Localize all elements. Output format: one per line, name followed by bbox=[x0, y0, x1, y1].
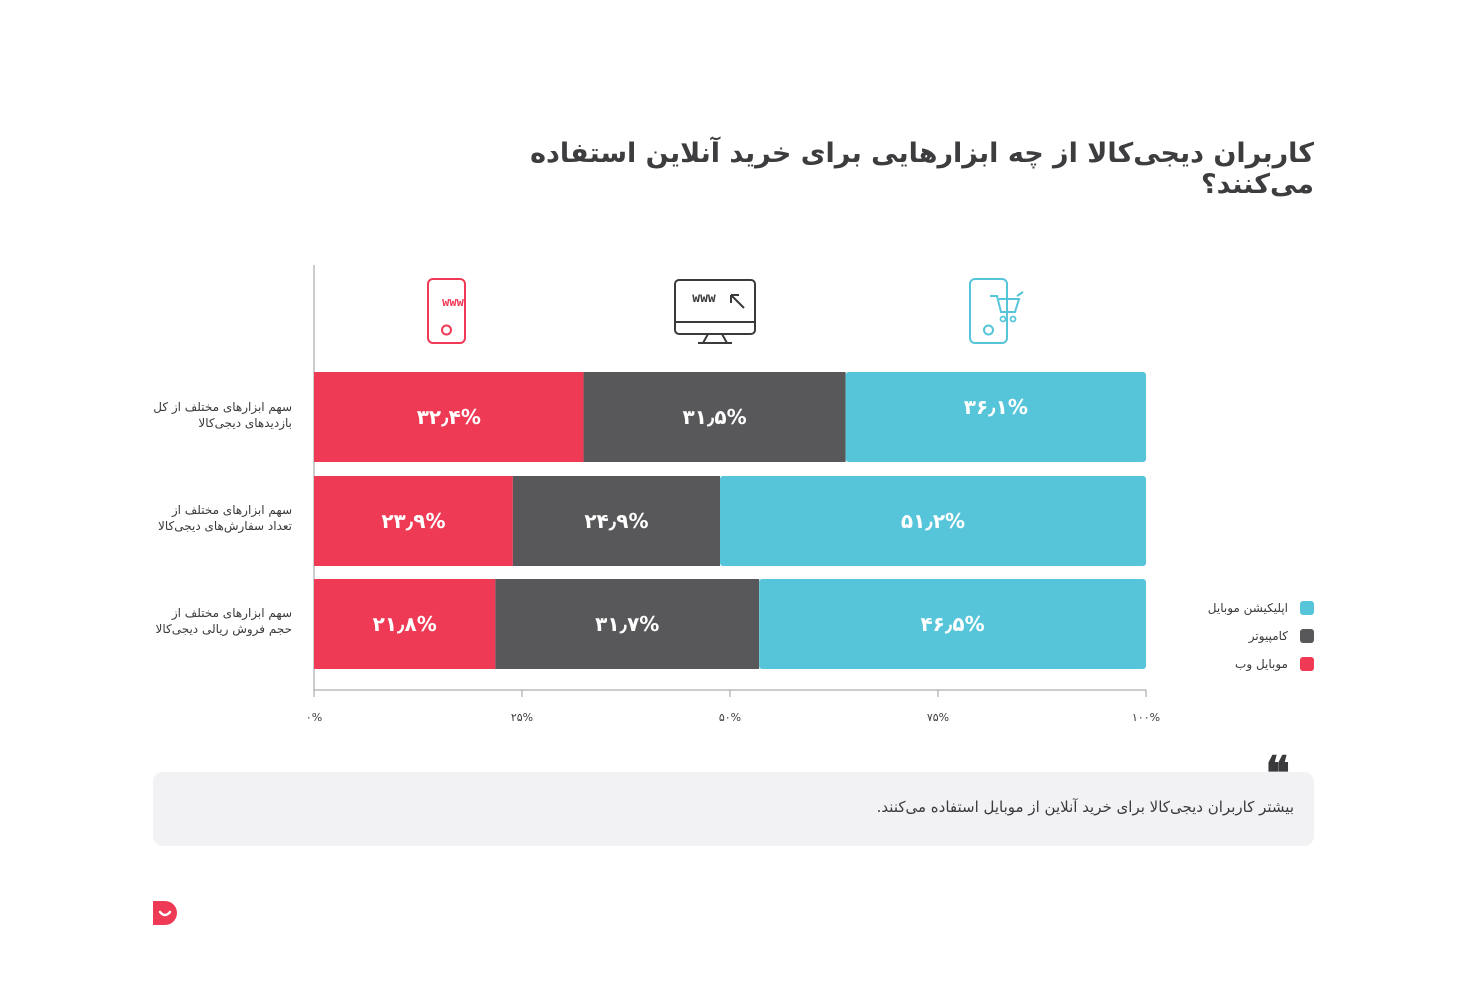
bar-value-label-mobile-web-row3: ۲۱٫۸% bbox=[373, 612, 437, 636]
bar-segment-computer-row1 bbox=[583, 372, 846, 462]
bar-segment-mobile-app-row2 bbox=[720, 476, 1146, 566]
row-label-orders: سهم ابزارهای مختلف از تعداد سفارش‌های دیج… bbox=[158, 503, 292, 533]
legend-swatch-computer bbox=[1300, 629, 1314, 643]
bar-segment-mobile-web-row1 bbox=[314, 372, 584, 462]
bar-value-label-mobile-web-row1: ۳۲٫۴% bbox=[417, 405, 481, 429]
quote-icon: ❝ bbox=[1265, 746, 1290, 800]
bar-value-label-computer-row2: ۲۴٫۹% bbox=[584, 509, 648, 533]
bar-segment-computer-row2 bbox=[512, 476, 721, 566]
insight-note-text: بیشتر کاربران دیجی‌کالا برای خرید آنلاین… bbox=[876, 798, 1294, 816]
bar-segment-mobile-app-row3 bbox=[759, 579, 1146, 669]
mobile-app-icon bbox=[969, 278, 1024, 344]
legend-item-mobile-app: اپلیکیشن موبایل bbox=[1208, 594, 1314, 622]
legend-swatch-mobile-web bbox=[1300, 657, 1314, 671]
row-label-sales: سهم ابزارهای مختلف از حجم فروش ریالی دیجی… bbox=[155, 606, 293, 636]
legend-item-computer: کامپیوتر bbox=[1208, 622, 1314, 650]
legend-label-computer: کامپیوتر bbox=[1248, 629, 1288, 643]
insight-note: ❝ بیشتر کاربران دیجی‌کالا برای خرید آنلا… bbox=[153, 750, 1314, 846]
x-tick-label: ۵۰% bbox=[719, 711, 741, 724]
bar-segment-mobile-app-row1 bbox=[845, 372, 1146, 462]
x-tick-label: ۷۵% bbox=[927, 711, 949, 724]
chart-title: کاربران دیجی‌کالا از چه ابزارهایی برای خ… bbox=[530, 138, 1314, 200]
bar-value-label-mobile-app-row1: ۳۶٫۱% bbox=[964, 395, 1028, 419]
x-tick-label: ۲۵% bbox=[511, 711, 533, 724]
row-label-visits: سهم ابزارهای مختلف از کل بازدیدهای دیجی‌ک… bbox=[153, 400, 292, 430]
bar-value-label-mobile-web-row2: ۲۳٫۹% bbox=[381, 509, 445, 533]
bar-segment-mobile-web-row2 bbox=[314, 476, 513, 566]
bar-value-label-computer-row3: ۳۱٫۷% bbox=[595, 612, 659, 636]
x-ticks-group: ۰% ۲۵% ۵۰% ۷۵% ۱۰۰% bbox=[306, 690, 1160, 724]
bar-value-label-computer-row1: ۳۱٫۵% bbox=[683, 405, 747, 429]
digikala-logo-icon bbox=[153, 901, 177, 925]
bars-group: ۳۲٫۴% ۳۱٫۵% ۳۶٫۱% ۲۳٫۹% ۲۴٫۹% ۵۱٫۲% ۲۱٫۸% ۳۱٫۷%… bbox=[314, 372, 1146, 669]
bar-value-label-mobile-app-row2: ۵۱٫۲% bbox=[901, 509, 965, 533]
computer-icon: www bbox=[674, 279, 756, 344]
mobile-web-www-text: www bbox=[442, 295, 464, 309]
chart-legend: اپلیکیشن موبایل کامپیوتر موبایل وب bbox=[1208, 594, 1314, 678]
x-tick-label: ۰% bbox=[306, 711, 322, 724]
legend-swatch-mobile-app bbox=[1300, 601, 1314, 615]
x-tick-label: ۱۰۰% bbox=[1132, 711, 1160, 724]
legend-label-mobile-app: اپلیکیشن موبایل bbox=[1207, 601, 1288, 615]
mobile-web-icon: www bbox=[427, 278, 466, 344]
legend-label-mobile-web: موبایل وب bbox=[1235, 657, 1288, 671]
legend-item-mobile-web: موبایل وب bbox=[1208, 650, 1314, 678]
bar-segment-mobile-web-row3 bbox=[314, 579, 496, 669]
bar-value-label-mobile-app-row3: ۴۶٫۵% bbox=[920, 612, 984, 636]
bar-segment-computer-row3 bbox=[495, 579, 760, 669]
computer-www-text: www bbox=[692, 291, 716, 306]
